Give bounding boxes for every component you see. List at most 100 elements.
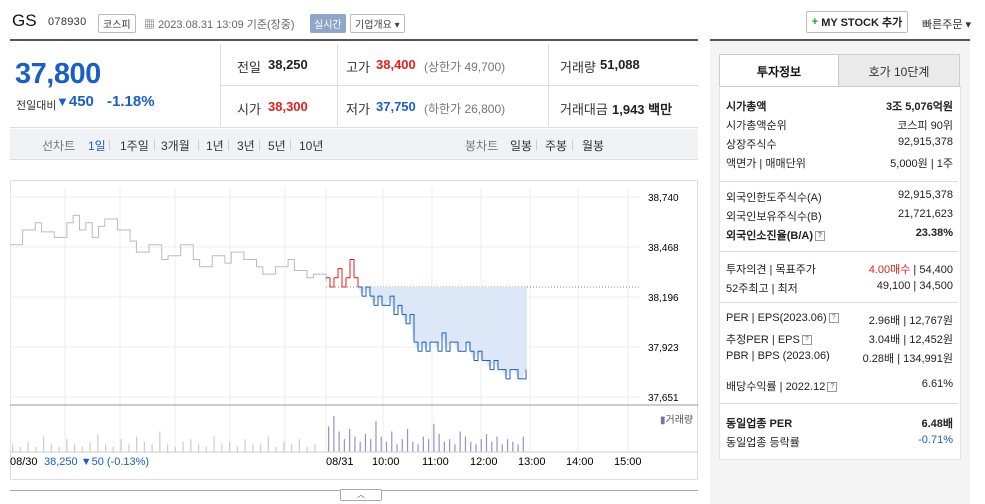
down-triangle-icon: ▼ (56, 94, 69, 109)
volume-bar (35, 446, 37, 452)
company-overview-button[interactable]: 기업개요 ▾ (350, 14, 405, 33)
est-per-label: 추정PER | EPS? (726, 331, 812, 347)
high-label: 고가 (346, 60, 370, 75)
tab-order-book[interactable]: 호가 10단계 (838, 54, 960, 88)
period-3y[interactable]: 3년 (237, 139, 255, 153)
separator: | (227, 137, 231, 151)
sector-rate-label[interactable]: 동일업종 등락률 (726, 437, 800, 449)
divider (220, 44, 221, 126)
volume-bar (385, 441, 388, 452)
period-1y[interactable]: 1년 (206, 139, 224, 153)
volume-bar (485, 434, 488, 452)
collapse-chevron-icon[interactable]: ︿ (340, 489, 382, 501)
volume-bar (391, 431, 393, 452)
period-5y[interactable]: 5년 (268, 139, 286, 153)
row2-0-label: 외국인한도주식수(A) (726, 192, 822, 204)
candle-daily[interactable]: 일봉 (510, 139, 533, 153)
today-price-segment (398, 304, 403, 315)
candle-weekly[interactable]: 주봉 (545, 139, 568, 153)
today-price-segment (406, 314, 411, 325)
plus-icon: + (811, 16, 819, 28)
row2-0-value: 92,915,378 (897, 189, 953, 201)
volume-bar (338, 431, 340, 452)
period-1d[interactable]: 1일 (88, 139, 106, 153)
stock-code: 078930 (48, 16, 87, 28)
volume-bar (50, 444, 52, 452)
target-price-value: | 54,400 (910, 264, 953, 276)
volume-bar (128, 444, 130, 452)
today-price-segment (522, 369, 527, 380)
today-price-segment (426, 342, 431, 352)
prev-close-value: 38,250 (268, 57, 308, 72)
dividend-label: 배당수익률 | 2022.12? (726, 378, 838, 394)
volume-bar (380, 436, 382, 452)
help-icon[interactable]: ? (828, 313, 839, 324)
change-value: ▼450 (56, 93, 94, 110)
volume-bar (433, 423, 435, 452)
stock-name: GS (12, 11, 37, 30)
row2-1-value: 21,721,623 (897, 208, 953, 220)
price-chart[interactable]: 38,740 38,468 38,196 37,923 37,651 08/30 08/31… (10, 180, 698, 480)
add-my-stock-button[interactable]: + MY STOCK 추가 (806, 11, 908, 33)
separator: | (108, 137, 112, 151)
quick-order-button[interactable]: 빠른주문 ▾ (922, 19, 972, 31)
volume-bar (213, 436, 215, 452)
sector-rate-value: -0.71% (918, 434, 953, 446)
x-tick-label: 14:00 (566, 456, 594, 468)
volume-bar (136, 436, 138, 452)
row2-2-label: 외국인소진율(B/A)? (726, 227, 825, 243)
volume-bar (236, 446, 238, 452)
volume-bar (198, 444, 200, 452)
volume-bar (275, 446, 277, 452)
today-price-segment (490, 360, 495, 371)
volume-bar (396, 444, 398, 452)
period-10y[interactable]: 10년 (299, 139, 324, 153)
tab-investment-info[interactable]: 투자정보 (719, 54, 839, 87)
y-tick-label: 37,923 (648, 343, 679, 354)
opinion-value: 4.00매수 | 54,400 (869, 261, 953, 277)
prev-day-summary: 38,250 ▼50 (-0.13%) (44, 456, 149, 468)
high-value: 38,400 (376, 57, 416, 72)
line-chart-label: 선차트 (42, 139, 76, 153)
sector-per-label[interactable]: 동일업종 PER (726, 418, 793, 430)
calendar-icon: ▦ (144, 19, 155, 31)
volume-bar (306, 446, 308, 452)
low-value: 37,750 (376, 99, 416, 114)
separator: | (258, 137, 262, 151)
volume-bar (81, 446, 83, 452)
volume-bar (333, 416, 335, 452)
divider (720, 403, 958, 404)
volume-bar (475, 444, 477, 452)
realtime-badge[interactable]: 실시간 (310, 14, 346, 33)
today-price-segment (434, 341, 439, 352)
volume-bar (480, 439, 482, 452)
help-icon[interactable]: ? (827, 382, 838, 393)
today-price-segment (470, 350, 475, 361)
volume-bar (428, 439, 430, 452)
volume-bar (512, 441, 514, 452)
period-1w[interactable]: 1주일 (120, 139, 149, 153)
open-label: 시가 (237, 102, 261, 117)
divider (221, 85, 698, 86)
candle-monthly[interactable]: 월봉 (582, 139, 605, 153)
today-price-segment (402, 314, 407, 324)
est-per-value: 3.04배 | 12,452원 (868, 334, 953, 346)
volume-bar (58, 446, 60, 452)
today-price-segment (478, 350, 483, 361)
today-price-segment (466, 341, 471, 352)
volume-bar (260, 444, 262, 452)
today-price-segment (462, 342, 467, 352)
period-3m[interactable]: 3개월 (161, 139, 190, 153)
today-price-segment (386, 296, 391, 306)
low-label: 저가 (346, 102, 370, 117)
row1-0-label: 시가총액 (726, 101, 767, 113)
pbr-value: 0.28배 | 134,991원 (862, 353, 953, 365)
x-tick-label: 15:00 (614, 456, 642, 468)
help-icon[interactable]: ? (801, 335, 812, 346)
help-icon[interactable]: ? (815, 231, 825, 242)
market-badge: 코스피 (98, 14, 136, 33)
volume-bar (19, 446, 21, 452)
volume-bar (491, 441, 493, 452)
divider (710, 39, 970, 41)
chevron-down-icon: ▾ (394, 20, 400, 31)
